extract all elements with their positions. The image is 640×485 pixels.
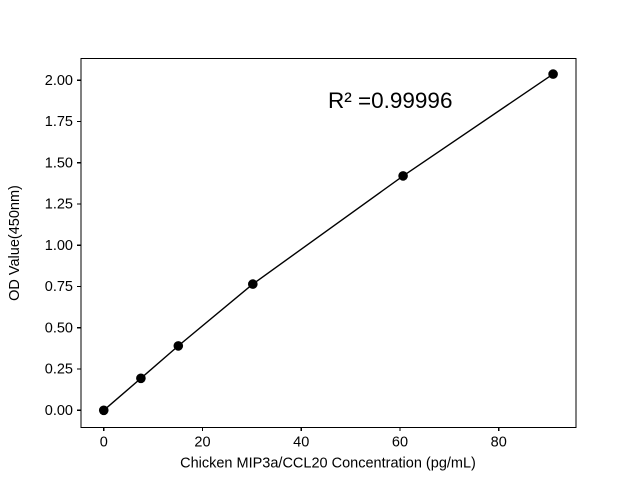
svg-text:OD Value(450nm): OD Value(450nm) bbox=[7, 185, 23, 301]
svg-text:R² =0.99996: R² =0.99996 bbox=[328, 88, 452, 113]
svg-text:80: 80 bbox=[491, 435, 507, 451]
svg-text:1.00: 1.00 bbox=[45, 238, 73, 254]
svg-text:20: 20 bbox=[194, 435, 210, 451]
svg-text:1.75: 1.75 bbox=[45, 114, 73, 130]
svg-text:0.75: 0.75 bbox=[45, 279, 73, 295]
svg-text:0.50: 0.50 bbox=[45, 320, 73, 336]
svg-text:1.25: 1.25 bbox=[45, 197, 73, 213]
svg-text:40: 40 bbox=[293, 435, 309, 451]
svg-text:0.00: 0.00 bbox=[45, 403, 73, 419]
svg-text:0: 0 bbox=[100, 435, 108, 451]
svg-text:1.50: 1.50 bbox=[45, 155, 73, 171]
svg-text:Chicken MIP3a/CCL20 Concentrat: Chicken MIP3a/CCL20 Concentration (pg/mL… bbox=[180, 456, 476, 472]
svg-text:0.25: 0.25 bbox=[45, 362, 73, 378]
svg-text:2.00: 2.00 bbox=[45, 73, 73, 89]
svg-text:60: 60 bbox=[392, 435, 408, 451]
